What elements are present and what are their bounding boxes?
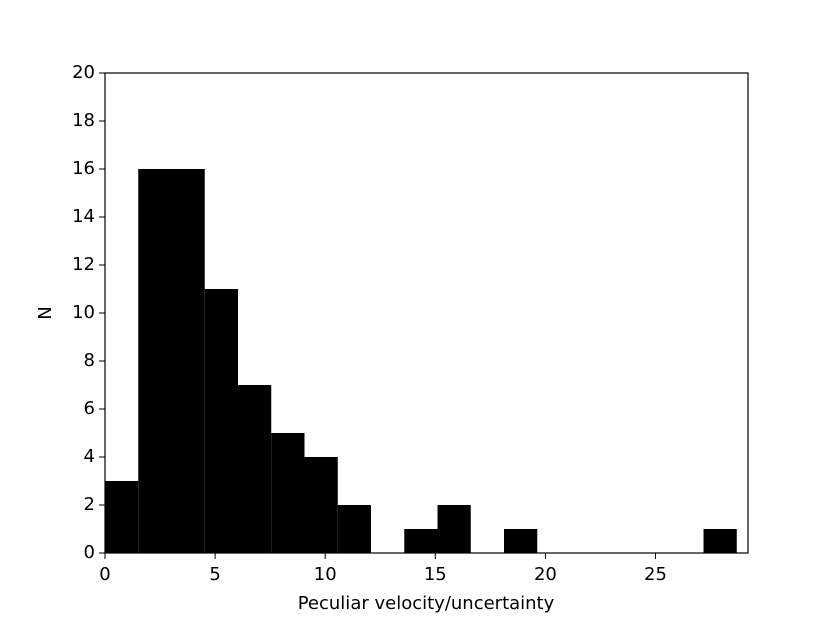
bar [337,505,372,553]
x-tick-label: 10 [314,564,337,585]
x-axis-label: Peculiar velocity/uncertainty [298,593,555,614]
bar [105,481,139,553]
x-tick-label: 25 [644,564,667,585]
y-tick-label: 20 [72,62,95,83]
x-tick-label: 0 [99,564,110,585]
y-tick-label: 10 [72,302,95,323]
x-tick-label: 5 [209,564,220,585]
bar [238,385,272,553]
y-axis-label: N [35,306,56,319]
bar [703,529,737,553]
y-tick-label: 6 [84,398,95,419]
plot-frame [104,72,749,554]
y-tick-label: 0 [84,542,95,563]
y-tick-label: 2 [84,494,95,515]
bar [271,433,305,553]
x-tick-label: 15 [424,564,447,585]
y-tick-label: 4 [84,446,95,467]
bar [138,169,172,553]
bar [171,169,205,553]
y-tick-label: 12 [72,254,95,275]
bar [504,529,538,553]
y-tick-label: 8 [84,350,95,371]
x-tick-label: 20 [534,564,557,585]
y-tick-label: 14 [72,206,95,227]
bar [304,457,338,553]
bar [437,505,471,553]
y-tick-label: 18 [72,110,95,131]
bar [204,289,239,553]
y-tick-label: 16 [72,158,95,179]
bar [404,529,438,553]
